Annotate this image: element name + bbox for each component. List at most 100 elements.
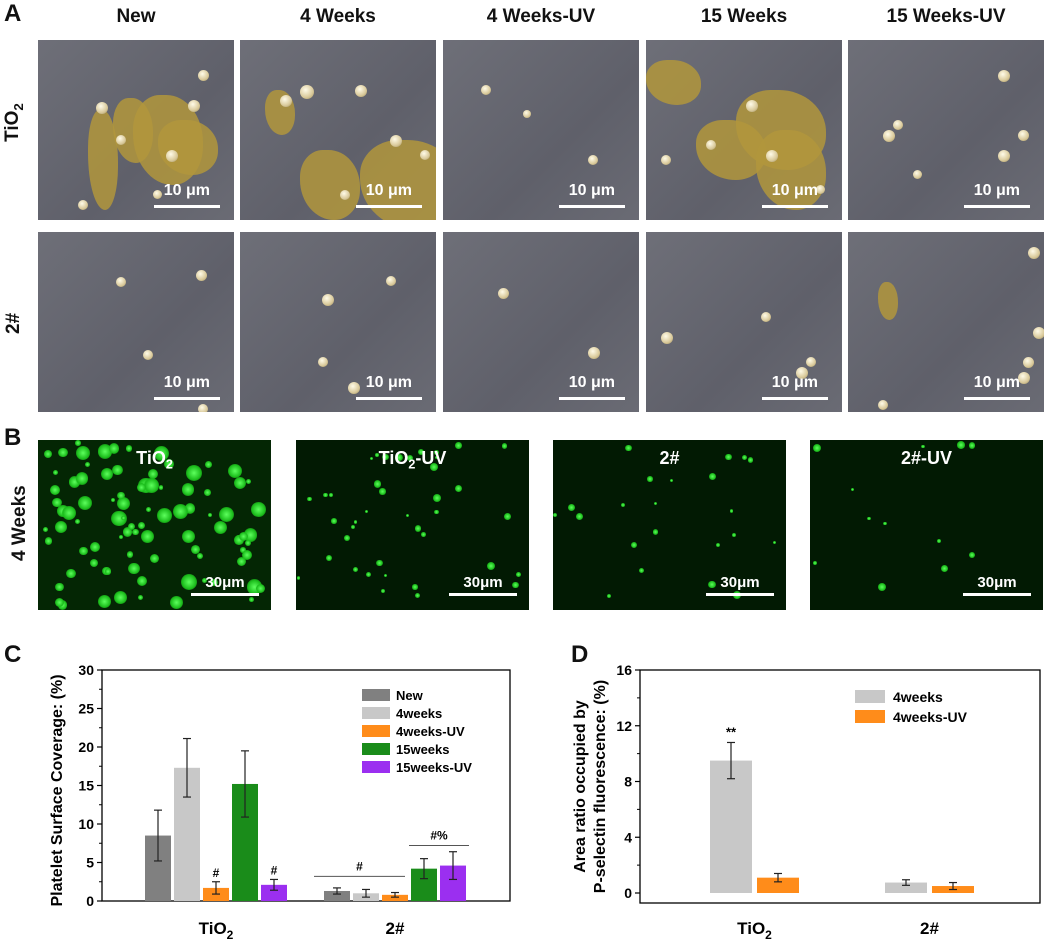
fluorescent-spot — [375, 453, 379, 457]
scale-bar-label: 10 μm — [365, 182, 412, 199]
fluorescent-spot — [172, 504, 188, 519]
platelet — [340, 190, 350, 200]
fluorescent-spot — [180, 574, 197, 591]
fluorescent-spot — [414, 525, 422, 533]
scale-bar — [191, 593, 259, 596]
fluorescent-spot — [379, 488, 386, 495]
fluorescent-spot — [296, 576, 301, 581]
fluorescent-spot — [98, 594, 111, 608]
fluorescent-spot — [630, 542, 637, 549]
fluorescent-spot — [52, 497, 63, 508]
fluorescent-spot — [201, 577, 208, 584]
platelet — [481, 85, 491, 95]
significance-mark: # — [213, 866, 220, 880]
fluorescent-spot — [128, 562, 140, 575]
legend-label: 15weeks — [396, 742, 450, 757]
fluorescent-spot — [108, 443, 120, 454]
fluorescent-spot — [208, 513, 213, 518]
fluorescent-spot — [576, 513, 583, 521]
fluorescent-spot — [121, 515, 126, 521]
fluorescent-spot — [729, 509, 733, 513]
column-header: 15 Weeks — [700, 6, 788, 27]
fluorescence-title-main: 2#-UV — [900, 448, 953, 468]
y-tick-label: 25 — [78, 701, 94, 717]
fluorescent-spot — [433, 494, 441, 502]
fluorescent-spot — [639, 568, 645, 574]
fluorescent-spot — [147, 468, 159, 480]
fluorescent-spot — [715, 542, 720, 547]
legend-label: New — [396, 688, 424, 703]
platelet — [318, 357, 328, 367]
platelet — [280, 95, 292, 107]
legend-label: 4weeks — [893, 689, 943, 705]
fluorescent-spot — [75, 472, 89, 485]
platelet — [523, 110, 531, 118]
column-header: 4 Weeks-UV — [486, 6, 596, 27]
fluorescent-spot — [708, 580, 716, 589]
plot-frame — [639, 669, 1041, 904]
fluorescent-spot — [486, 561, 495, 570]
platelet — [766, 150, 778, 162]
fluorescent-spot — [137, 522, 145, 529]
fluorescent-spot — [136, 575, 147, 586]
scale-bar — [356, 205, 422, 208]
fluorescent-spot — [55, 582, 64, 592]
fluorescence-scale: 30μm — [706, 574, 774, 596]
scale-bar — [964, 397, 1030, 400]
fluorescent-spot — [344, 535, 351, 541]
fluorescent-spot — [249, 597, 254, 602]
fluorescent-spot — [937, 538, 942, 544]
fluorescence-image: 2#-UV 30μm — [810, 440, 1043, 610]
fluorescent-spot — [921, 444, 925, 449]
fluorescent-spot — [236, 556, 246, 567]
fluorescence-title: 2#-UV — [810, 448, 1043, 472]
platelet — [322, 294, 334, 306]
legend-swatch — [855, 690, 885, 703]
chart-c: 0 5 10 15 20 25 30 Platelet Surface Coverage: (… — [49, 662, 511, 942]
significance-mark: # — [271, 863, 278, 877]
platelet — [498, 288, 509, 299]
fluorescent-spot — [382, 454, 389, 461]
fluorescent-spot — [140, 529, 154, 543]
fluorescent-spot — [182, 529, 196, 543]
row-label-tio2-sub: 2 — [10, 103, 26, 111]
fluorescent-spot — [143, 478, 159, 493]
scale-bar-label: 10 μm — [568, 182, 615, 199]
fluorescent-spot — [90, 558, 99, 567]
fluorescent-spot — [455, 442, 462, 449]
sem-image: 10 μm — [443, 40, 639, 220]
fluorescent-spot — [350, 524, 356, 530]
fluorescent-spot — [417, 448, 424, 455]
fluorescent-spot — [218, 506, 234, 523]
fluorescent-spot — [85, 461, 91, 467]
fluorescent-spot — [55, 520, 68, 533]
fluorescent-spot — [66, 568, 76, 579]
fluorescence-image: 2# 30μm — [553, 440, 786, 610]
significance-mark: #% — [430, 829, 448, 843]
scale-bar-label: 10 μm — [365, 374, 412, 391]
panel-d-letter: D — [571, 641, 589, 668]
fluorescence-title: TiO2 — [38, 448, 271, 472]
fluorescent-spot — [813, 443, 822, 452]
fluorescent-spot — [68, 476, 81, 489]
fluorescent-spot — [241, 549, 252, 560]
y-tick-label: 8 — [624, 774, 632, 790]
fluorescent-spot — [395, 453, 403, 462]
bar — [885, 882, 927, 893]
fluorescent-spot — [110, 497, 116, 503]
fluorescent-spot — [111, 510, 127, 527]
y-tick-label: 16 — [616, 662, 632, 678]
fluorescent-spot — [181, 483, 195, 496]
chart-d: 0 4 8 12 16 Area ratio occupied by P-selectin … — [572, 662, 1041, 942]
fluorescence-scale: 30μm — [963, 574, 1031, 596]
fluorescent-spot — [331, 518, 337, 524]
fluorescent-spot — [136, 482, 147, 493]
y-tick-label: 0 — [86, 893, 94, 909]
legend-swatch — [855, 710, 885, 723]
scale-bar — [963, 593, 1031, 596]
sem-image: 10 μm — [38, 40, 234, 220]
bar — [710, 760, 752, 893]
sem-image: 10 μm — [38, 232, 234, 412]
platelet — [746, 100, 758, 112]
fluorescent-spot — [53, 470, 59, 476]
